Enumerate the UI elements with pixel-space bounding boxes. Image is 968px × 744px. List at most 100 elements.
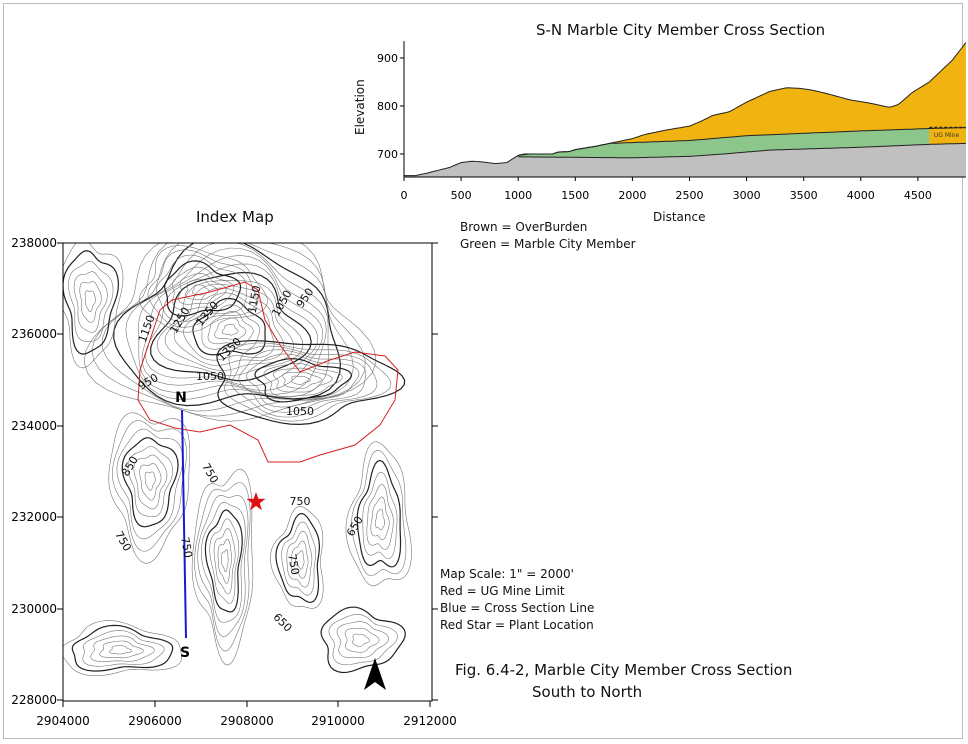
map-legend: Map Scale: 1" = 2000' Red = UG Mine Limi…	[440, 566, 594, 634]
boundary-line	[404, 42, 967, 177]
map-y-tick-label: 238000	[11, 236, 57, 250]
contour-label: 1050	[269, 288, 294, 319]
boundary-line	[518, 127, 966, 156]
contour-line	[173, 287, 285, 366]
y-tick-label: 900	[377, 52, 398, 65]
contour-label: 850	[119, 454, 141, 479]
x-tick-label: 1000	[504, 189, 532, 202]
contour-line	[144, 471, 156, 491]
contour-line	[221, 549, 229, 572]
contour-line	[99, 640, 144, 659]
contour-label: 750	[285, 553, 301, 576]
bedrock-area	[404, 143, 966, 177]
contour-line	[192, 297, 266, 356]
map-y-tick-label: 230000	[11, 602, 57, 616]
contour-line	[178, 273, 227, 305]
contour-line	[362, 471, 398, 560]
contour-line	[83, 243, 377, 422]
figure-frame	[3, 3, 963, 739]
contour-line	[82, 630, 165, 667]
section-xlabel: Distance	[653, 210, 706, 224]
contour-label: 750	[178, 536, 194, 559]
contour-line	[221, 324, 239, 336]
section-south-label: S	[180, 645, 190, 661]
contour-line	[263, 363, 343, 397]
map-y-tick-label: 228000	[11, 693, 57, 707]
contour-line	[238, 349, 366, 413]
map-y-tick-label: 236000	[11, 327, 57, 341]
cross-section-line	[181, 409, 187, 639]
contour-line	[164, 283, 294, 371]
contour-line	[320, 606, 406, 674]
contour-line	[374, 508, 386, 531]
contour-line	[147, 249, 257, 328]
contour-line	[207, 311, 254, 346]
contour-line	[281, 521, 317, 596]
contour-line	[290, 540, 309, 579]
section-ylabel: Elevation	[353, 79, 367, 135]
contour-line	[336, 621, 389, 659]
contour-line	[138, 247, 327, 395]
contour-line	[138, 245, 268, 333]
contour-line	[275, 512, 321, 603]
contour-label: 750	[199, 461, 221, 486]
contour-line	[91, 243, 366, 417]
contour-line	[344, 628, 380, 653]
contour-line	[201, 304, 260, 351]
x-tick-label: 500	[451, 189, 472, 202]
contour-line	[204, 509, 243, 613]
x-tick-label: 2500	[676, 189, 704, 202]
contour-line	[216, 339, 406, 426]
contour-line	[112, 420, 187, 552]
section-title: S-N Marble City Member Cross Section	[536, 21, 826, 39]
ug-mine-label: UG Mine	[934, 132, 960, 139]
legend-overburden: Brown = OverBurden	[460, 220, 588, 234]
section-legend: Brown = OverBurden Green = Marble City M…	[460, 219, 636, 253]
contour-label: 950	[294, 286, 317, 311]
ug-mine-limit	[137, 281, 399, 463]
legend-star: Red Star = Plant Location	[440, 618, 594, 632]
contour-line	[125, 243, 329, 400]
contour-line	[295, 550, 305, 570]
contour-line	[286, 530, 313, 588]
y-tick-label: 800	[377, 100, 398, 113]
contour-line	[79, 281, 102, 324]
map-x-tick-label: 2908000	[220, 714, 273, 728]
contour-line	[127, 446, 174, 517]
x-tick-label: 4000	[847, 189, 875, 202]
contour-line	[273, 367, 333, 393]
contour-label: 1250	[167, 305, 192, 336]
ug-mine-area	[929, 127, 966, 145]
y-tick-label: 700	[377, 148, 398, 161]
legend-blue: Blue = Cross Section Line	[440, 601, 595, 615]
contour-label: 650	[270, 611, 294, 635]
contour-line	[351, 449, 407, 577]
contour-line	[68, 261, 114, 342]
legend-marble: Green = Marble City Member	[460, 237, 636, 251]
contour-line	[200, 501, 246, 623]
contour-line	[184, 279, 219, 300]
boundary-line	[518, 142, 966, 159]
x-tick-label: 0	[401, 189, 408, 202]
caption-line2: South to North	[532, 683, 643, 701]
map-x-tick-label: 2910000	[311, 714, 364, 728]
map-y-tick-label: 234000	[11, 419, 57, 433]
map-x-tick-label: 2912000	[403, 714, 456, 728]
contour-line	[352, 633, 370, 647]
contour-line	[133, 454, 168, 510]
contour-line	[209, 518, 240, 604]
contour-line	[183, 292, 275, 361]
contour-line	[121, 437, 179, 528]
north-arrow-label: N	[372, 683, 379, 692]
contour-line	[270, 505, 324, 609]
contour-line	[345, 441, 412, 587]
contour-line	[214, 317, 247, 341]
contour-lines	[63, 243, 412, 677]
contour-line	[366, 484, 394, 550]
contour-label: 750	[290, 495, 311, 508]
contour-line	[116, 428, 184, 540]
caption-line1: Fig. 6.4-2, Marble City Member Cross Sec…	[455, 661, 793, 679]
contour-label: 750	[112, 529, 134, 554]
x-tick-label: 3500	[790, 189, 818, 202]
